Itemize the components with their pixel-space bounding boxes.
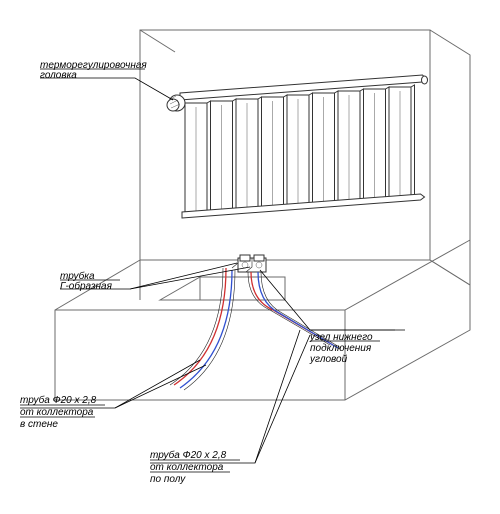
label-pipewall-2: от коллектора	[20, 407, 94, 418]
label-pipefloor-1: труба Ф20 х 2,8	[150, 449, 227, 461]
label-node-3: угловой	[309, 354, 348, 365]
label-node-2: подключения	[310, 343, 372, 354]
label-pipefloor-3: по полу	[150, 474, 186, 485]
label-ltube-2: Г-образная	[60, 280, 113, 292]
label-pipewall-1: труба Ф20 х 2,8	[20, 394, 97, 406]
label-pipewall-3: в стене	[20, 419, 58, 430]
radiator-connection-diagram: терморегулировочная головка трубка Г-обр…	[0, 0, 500, 514]
thermo-head	[167, 95, 185, 111]
label-pipefloor-2: от коллектора	[150, 462, 224, 473]
wall-structure	[55, 30, 470, 400]
label-thermo-2: головка	[40, 70, 77, 81]
radiator	[180, 75, 428, 218]
